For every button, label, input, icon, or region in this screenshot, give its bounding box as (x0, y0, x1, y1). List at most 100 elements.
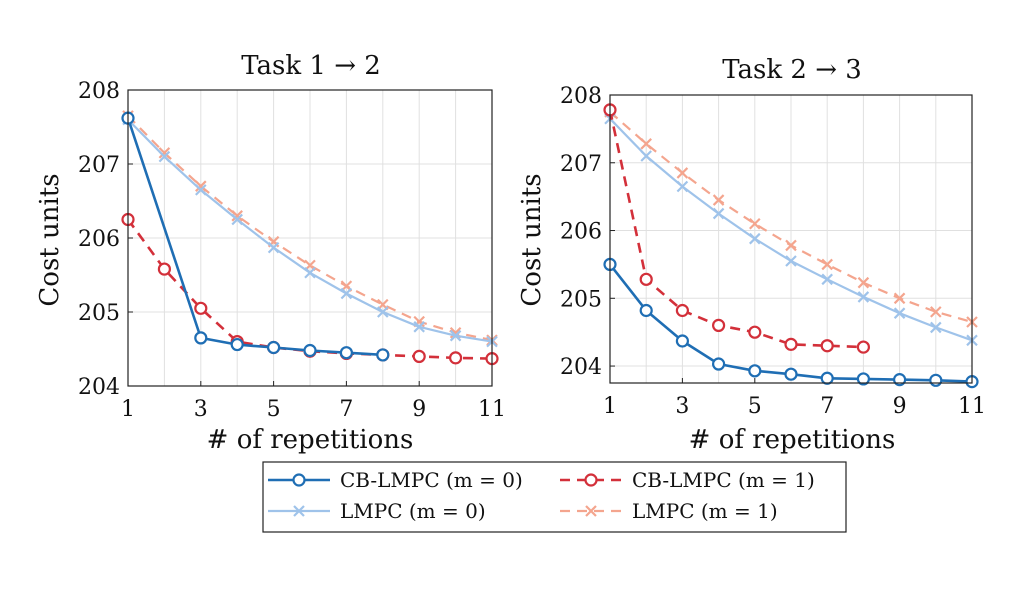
data-point-marker (785, 255, 797, 267)
data-point-marker (857, 291, 870, 303)
data-point-marker (639, 272, 653, 286)
chart-2-ylabel: Cost units (517, 173, 547, 306)
x-tick-label: 1 (603, 394, 617, 419)
data-point-marker (749, 217, 761, 230)
data-point-marker (195, 180, 207, 192)
x-tick-label: 9 (893, 394, 907, 419)
chart-panel-1: Task 1 → 2 Cost units # of repetitions 1… (35, 51, 506, 455)
data-point-marker (449, 351, 463, 365)
data-point-marker (711, 318, 726, 332)
data-point-marker (449, 329, 462, 342)
data-point-marker (893, 307, 906, 319)
chart-2-xlabel: # of repetitions (689, 425, 896, 455)
series-cb-m0 (603, 257, 979, 389)
data-point-marker (267, 241, 280, 254)
data-point-marker (785, 239, 797, 252)
legend-item-cb-m1: CB-LMPC (m = 1) (560, 468, 815, 492)
data-point-marker (195, 184, 207, 196)
legend-label: LMPC (m = 1) (632, 499, 778, 523)
data-point-marker (929, 373, 943, 387)
legend-label: LMPC (m = 0) (340, 499, 486, 523)
data-point-marker (749, 232, 761, 245)
data-point-marker (892, 373, 907, 387)
chart-1-ylabel: Cost units (35, 173, 65, 306)
x-tick-label: 5 (267, 397, 281, 422)
y-tick-label: 208 (78, 79, 120, 104)
x-tick-label: 11 (478, 397, 506, 422)
data-point-marker (340, 287, 353, 300)
data-point-marker (676, 167, 689, 179)
y-tick-label: 204 (78, 375, 120, 400)
y-tick-label: 205 (560, 287, 602, 312)
legend-marker (292, 473, 306, 487)
legend-label: CB-LMPC (m = 1) (632, 468, 815, 492)
y-tick-label: 204 (560, 355, 602, 380)
data-point-marker (856, 372, 871, 386)
y-tick-label: 205 (78, 301, 120, 326)
data-point-marker (821, 273, 833, 286)
x-tick-label: 7 (339, 397, 353, 422)
x-tick-label: 7 (820, 394, 834, 419)
plot-frame (127, 89, 493, 387)
data-point-marker (748, 364, 762, 378)
x-tick-label: 3 (194, 397, 208, 422)
x-tick-label: 11 (958, 394, 986, 419)
data-point-marker (856, 340, 871, 354)
data-point-marker (893, 292, 906, 305)
series-cb-m1 (603, 103, 871, 354)
data-point-marker (675, 303, 690, 318)
chart-2-title: Task 2 → 3 (722, 55, 862, 85)
chart-1-title: Task 1 → 2 (241, 51, 381, 81)
data-point-marker (748, 325, 762, 339)
y-tick-label: 207 (560, 152, 602, 177)
data-point-marker (303, 343, 317, 358)
data-point-marker (194, 331, 208, 345)
data-point-marker (157, 262, 171, 276)
data-point-marker (784, 337, 798, 351)
legend-marker (293, 505, 305, 517)
y-tick-label: 208 (560, 84, 602, 109)
x-tick-label: 9 (412, 397, 426, 422)
data-point-marker (640, 138, 652, 150)
data-point-marker (676, 180, 689, 193)
data-point-marker (675, 334, 690, 348)
data-point-marker (194, 301, 208, 315)
data-point-marker (267, 340, 281, 355)
data-point-marker (712, 207, 725, 220)
legend-box (262, 461, 847, 533)
data-point-marker (857, 276, 870, 289)
y-tick-label: 206 (560, 220, 602, 245)
x-tick-label: 3 (675, 394, 689, 419)
data-point-marker (640, 150, 652, 162)
data-point-marker (231, 210, 243, 222)
data-point-marker (711, 357, 726, 371)
x-tick-label: 5 (748, 394, 762, 419)
data-point-marker (784, 367, 798, 381)
legend-item-cb-m0: CB-LMPC (m = 0) (268, 468, 523, 492)
legend-item-lmpc-m0: LMPC (m = 0) (268, 499, 486, 523)
data-point-marker (158, 147, 171, 159)
y-tick-label: 207 (78, 153, 120, 178)
data-point-marker (930, 306, 942, 318)
chart-1-xlabel: # of repetitions (207, 425, 414, 455)
legend-item-lmpc-m1: LMPC (m = 1) (560, 499, 778, 523)
data-point-marker (377, 306, 389, 318)
series-line (126, 218, 493, 360)
data-point-marker (158, 150, 171, 163)
data-point-marker (230, 337, 244, 352)
data-point-marker (339, 346, 353, 360)
data-point-marker (820, 371, 834, 385)
legend-marker (584, 473, 598, 487)
data-point-marker (930, 321, 942, 334)
chart-panel-2: Task 2 → 3 Cost units # of repetitions 1… (517, 55, 986, 455)
data-point-marker (639, 303, 653, 318)
legend-items: CB-LMPC (m = 0) CB-LMPC (m = 1) LMPC (m = … (268, 468, 815, 523)
legend-marker (585, 505, 597, 517)
data-point-marker (712, 194, 725, 206)
chart-1-plot-area: 1 3 5 7 9 11 204 205 206 207 208 (78, 79, 506, 422)
data-point-marker (304, 267, 316, 279)
legend: CB-LMPC (m = 0) CB-LMPC (m = 1) LMPC (m = … (262, 461, 847, 533)
data-point-marker (821, 258, 833, 271)
x-tick-label: 1 (121, 397, 135, 422)
